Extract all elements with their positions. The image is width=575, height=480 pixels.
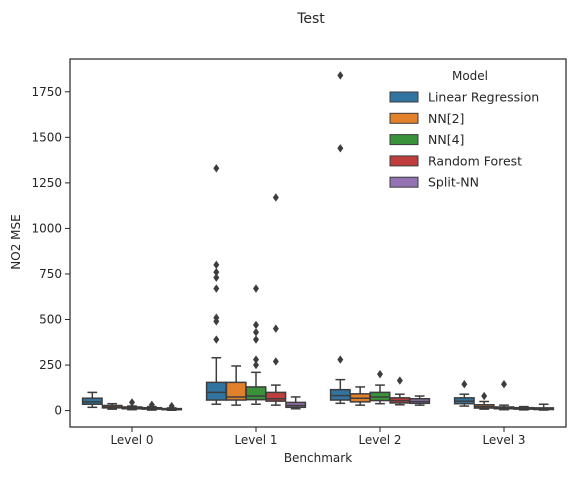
box-iqr [245,386,267,401]
legend-swatch [389,176,419,188]
plot-area: 0 250 500 750 1000 1250 1500 1750 Level 0 Level 1… [31,58,567,447]
plot-frame [69,58,567,428]
legend-label: Random Forest [428,153,522,168]
outlier-point [272,324,279,333]
legend: Model Linear Regression NN[2] NN[4] Random F… [389,69,539,190]
y-axis-label: NO2 MSE [9,214,23,269]
outlier-point [461,379,468,389]
outlier-point [213,260,220,270]
y-tick-label: 500 [39,313,62,327]
outlier-point [213,273,220,282]
legend-title: Model [452,69,488,83]
x-tick-label: Level 0 [110,433,153,447]
box-iqr [205,381,227,401]
outlier-point [481,391,488,401]
outlier-point [213,267,220,277]
outlier-point [253,355,259,364]
outlier-point [253,284,259,293]
legend-label: NN[2] [428,111,464,126]
y-tick-label: 250 [39,358,62,372]
y-tick-label: 750 [39,267,62,281]
box-iqr [265,391,287,402]
outlier-point [148,400,155,409]
legend-swatch [389,155,419,167]
outlier-point [213,284,220,293]
legend-swatch [389,112,419,124]
legend-label: NN[4] [428,132,464,147]
y-tick-label: 0 [54,404,62,418]
outlier-point [253,320,259,330]
outlier-point [129,398,135,407]
outlier-point [213,164,220,173]
outlier-point [272,193,279,202]
x-axis-label: Benchmark [284,451,352,465]
outlier-point [396,376,403,385]
outlier-point [377,369,383,379]
x-tick-label: Level 2 [358,433,401,447]
x-tick-label: Level 1 [234,433,277,447]
y-tick-label: 1250 [31,176,62,190]
legend-label: Linear Regression [428,90,539,105]
outlier-point [253,328,259,337]
outlier-point [213,335,220,344]
legend-label: Split-NN [428,175,479,190]
outlier-point [213,313,220,322]
y-tick-label: 1000 [31,221,62,235]
y-tick-label: 1500 [31,130,62,144]
outlier-point [272,357,279,366]
chart-title: Test [296,11,325,27]
box-iqr [329,388,351,401]
legend-swatch [389,134,419,146]
outlier-point [253,360,259,370]
y-tick-label: 1750 [31,85,62,99]
outlier-point [501,379,507,389]
outlier-point [337,144,344,153]
outlier-point [337,355,344,364]
outlier-point [168,401,175,411]
outlier-point [253,335,259,344]
x-tick-label: Level 3 [482,433,525,447]
legend-swatch [389,91,419,103]
outlier-point [337,71,344,80]
